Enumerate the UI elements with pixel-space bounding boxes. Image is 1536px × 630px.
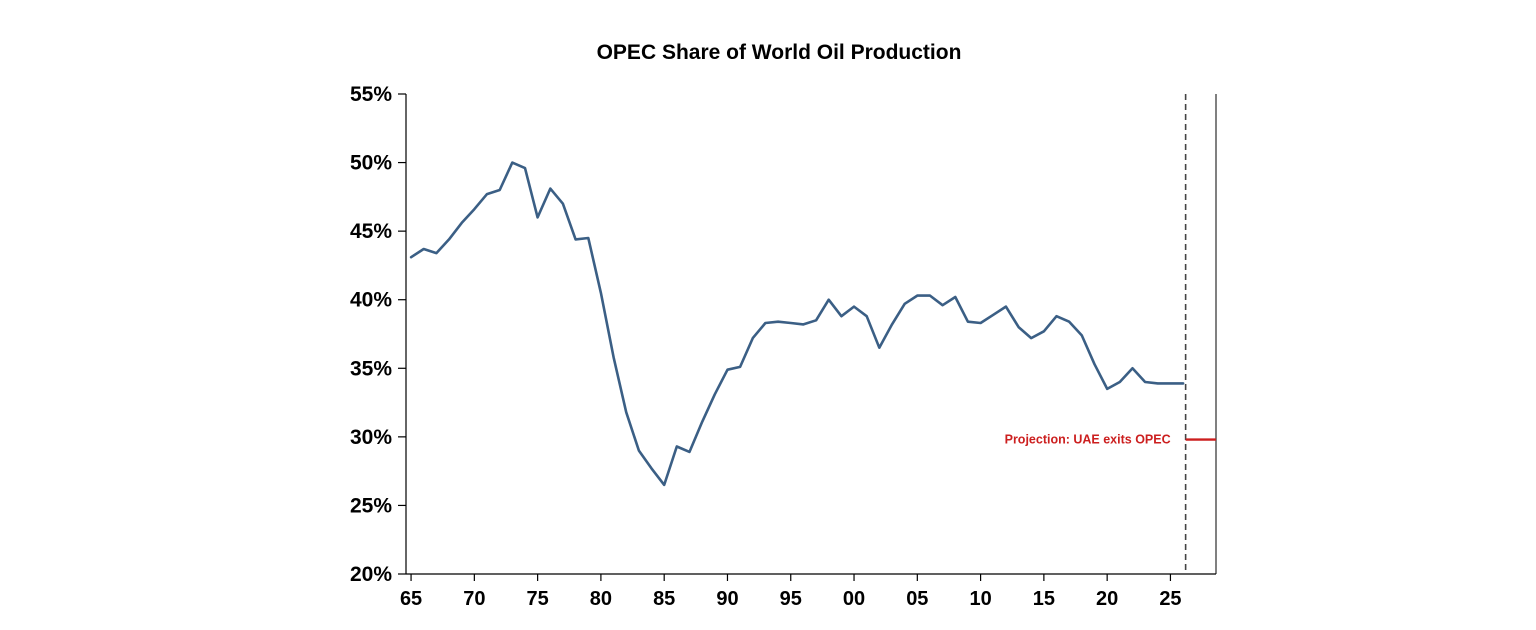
x-tick-label: 75 bbox=[527, 588, 549, 610]
x-tick-label: 90 bbox=[716, 588, 738, 610]
x-tick-label: 80 bbox=[590, 588, 612, 610]
x-tick-label: 15 bbox=[1033, 588, 1055, 610]
y-tick-label: 20% bbox=[350, 563, 392, 586]
y-tick-label: 30% bbox=[350, 426, 392, 449]
x-tick-label: 05 bbox=[906, 588, 928, 610]
x-tick-label: 65 bbox=[400, 588, 422, 610]
projection-annotation: Projection: UAE exits OPEC bbox=[1005, 433, 1171, 447]
x-tick-label: 70 bbox=[463, 588, 485, 610]
chart-title: OPEC Share of World Oil Production bbox=[597, 41, 962, 64]
y-axis: 20% 25% 30% 35% 40% 45% 50% 55% bbox=[350, 83, 407, 586]
x-tick-label: 85 bbox=[653, 588, 675, 610]
y-tick-label: 35% bbox=[350, 357, 392, 380]
x-tick-label: 25 bbox=[1159, 588, 1181, 610]
x-axis: 65 70 75 80 85 90 95 00 05 10 15 20 25 bbox=[400, 573, 1216, 610]
y-tick-label: 40% bbox=[350, 289, 392, 312]
x-tick-label: 00 bbox=[843, 588, 865, 610]
y-tick-label: 25% bbox=[350, 494, 392, 517]
opec-share-line bbox=[409, 161, 1185, 487]
y-tick-label: 50% bbox=[350, 152, 392, 175]
y-tick-label: 45% bbox=[350, 220, 392, 243]
x-tick-label: 95 bbox=[780, 588, 802, 610]
y-tick-label: 55% bbox=[350, 83, 392, 106]
x-tick-label: 10 bbox=[969, 588, 991, 610]
x-tick-label: 20 bbox=[1096, 588, 1118, 610]
